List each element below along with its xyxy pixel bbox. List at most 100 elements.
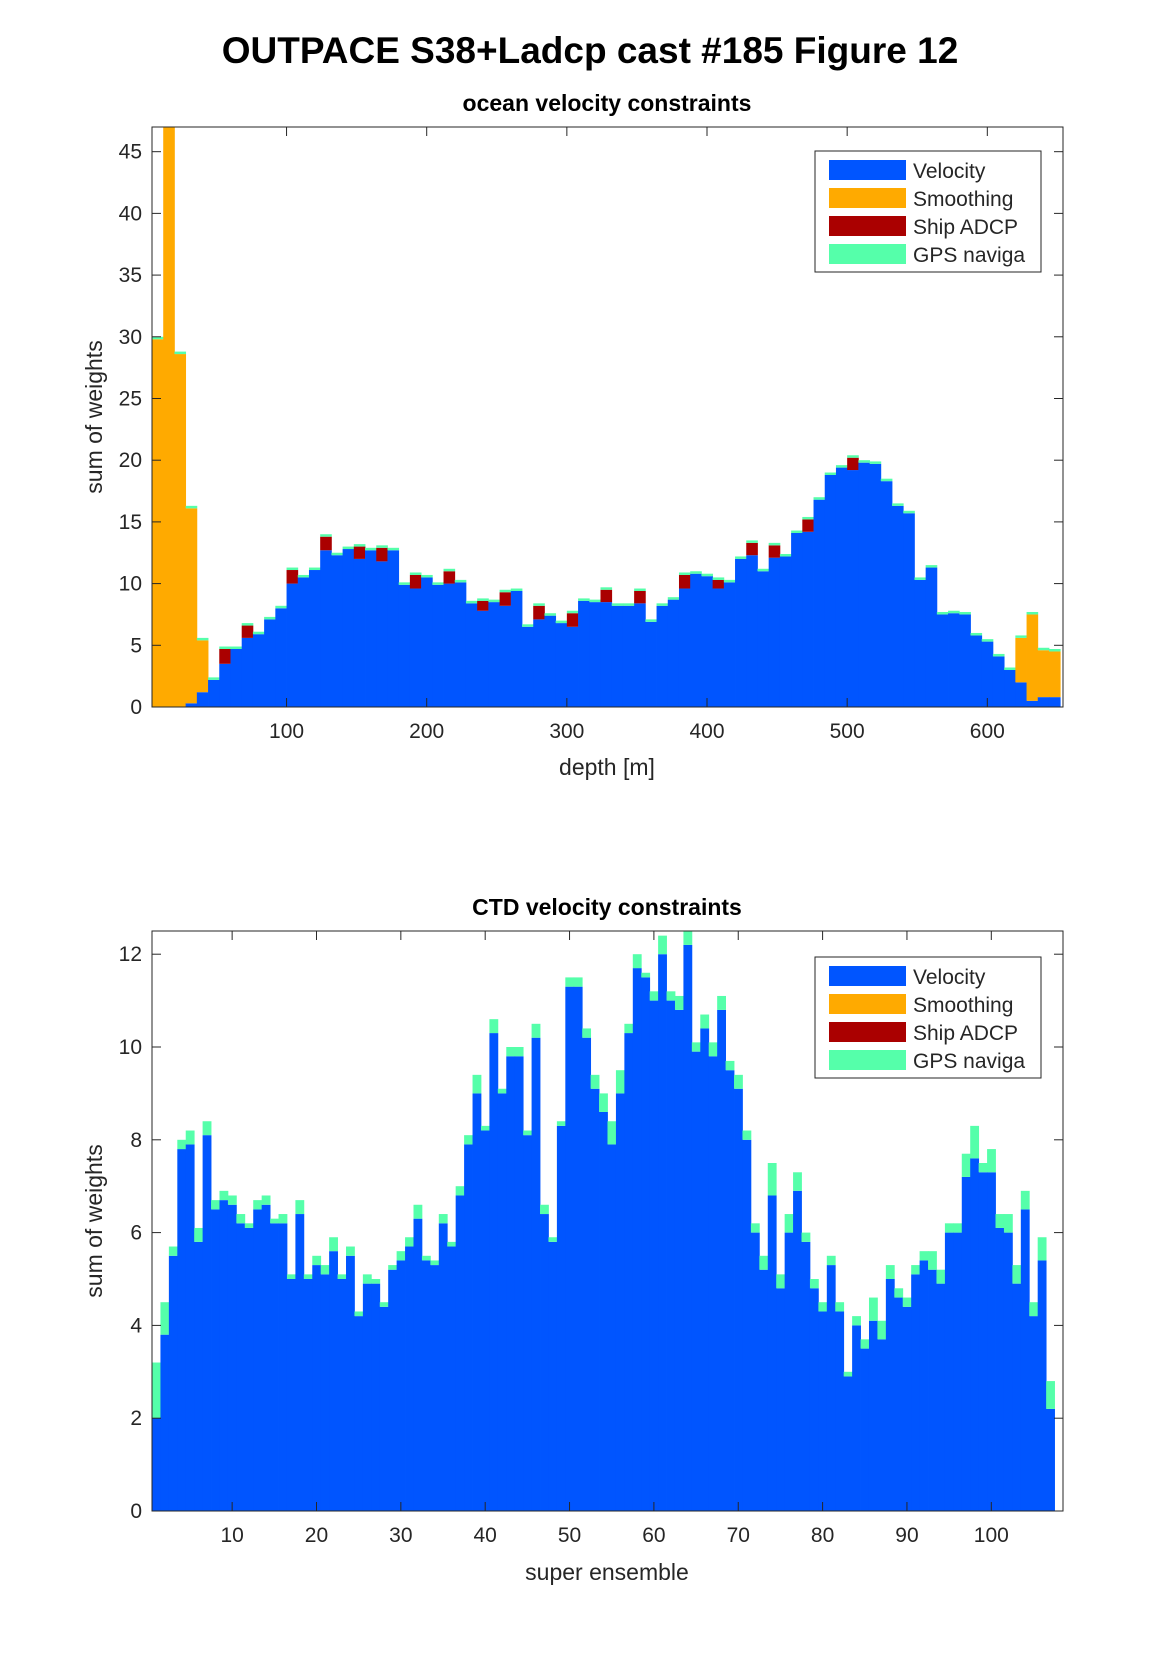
ctd-bar-velocity <box>261 1204 271 1511</box>
ocean-bar-gps <box>622 603 635 606</box>
ctd-bar-gps <box>185 1130 195 1145</box>
ocean-legend-label-ship-adcp: Ship ADCP <box>913 216 1018 239</box>
ctd-bar-gps <box>649 991 659 1001</box>
ocean-bar-gps <box>219 646 231 649</box>
ctd-bar-gps <box>261 1195 271 1205</box>
ocean-bar-velocity <box>409 588 422 707</box>
ocean-bar-velocity <box>1026 700 1039 707</box>
ocean-y-axis-label: sum of weights <box>81 340 107 493</box>
ctd-bar-velocity <box>1020 1209 1030 1511</box>
ctd-bar-gps <box>607 1121 617 1145</box>
ocean-bar-gps <box>869 461 882 464</box>
ctd-bar-gps <box>784 1214 794 1233</box>
ocean-bar-ship-adcp <box>286 570 299 584</box>
ctd-bar-velocity <box>953 1232 963 1511</box>
ctd-x-ticks: 10 20 30 40 50 60 70 80 90 100 <box>220 931 1009 1547</box>
ctd-x-tick-label: 60 <box>642 1524 665 1547</box>
ctd-bar-gps <box>708 1042 718 1057</box>
ctd-bar-gps <box>691 1042 701 1052</box>
ctd-bar-gps <box>936 1269 946 1284</box>
ocean-bar-velocity <box>1037 697 1050 707</box>
ctd-chart-title: CTD velocity constraints <box>472 894 742 920</box>
ocean-bar-velocity <box>757 571 770 707</box>
ctd-bar-velocity <box>405 1246 414 1511</box>
ocean-bar-ship-adcp <box>678 574 691 589</box>
ctd-bar-gps <box>717 995 726 1010</box>
ctd-bar-velocity <box>767 1195 777 1511</box>
ocean-bar-ship-adcp <box>320 536 332 551</box>
ocean-bar-ship-adcp <box>634 591 646 604</box>
ocean-bar-ship-adcp <box>376 547 388 562</box>
ocean-bar-velocity <box>522 626 534 707</box>
ctd-legend-swatch-velocity <box>829 966 906 986</box>
ocean-legend-label-velocity: Velocity <box>913 160 986 183</box>
ctd-bar-gps <box>809 1279 819 1289</box>
ctd-bar-velocity <box>371 1283 381 1511</box>
ocean-bar-gps <box>992 653 1005 657</box>
ocean-bar-velocity <box>948 613 960 707</box>
ctd-bar-velocity <box>615 1093 625 1511</box>
ctd-bar-gps <box>405 1237 414 1247</box>
ocean-bar-velocity <box>791 533 803 707</box>
ctd-bar-velocity <box>354 1316 364 1511</box>
ctd-bar-gps <box>590 1074 600 1089</box>
ocean-bar-gps <box>342 546 355 550</box>
ocean-bar-velocity <box>533 619 545 707</box>
ocean-bar-ship-adcp <box>443 571 456 584</box>
ctd-bar-gps <box>430 1260 440 1266</box>
ctd-x-tick-label: 100 <box>974 1524 1009 1547</box>
ocean-y-tick-label: 20 <box>119 449 142 472</box>
ocean-bar-velocity <box>477 610 489 707</box>
ctd-bar-gps <box>489 1019 499 1034</box>
ocean-bar-gps <box>230 646 243 649</box>
ocean-bar-ship-adcp <box>533 605 545 620</box>
ctd-bar-gps <box>843 1371 853 1377</box>
ctd-y-tick-label: 6 <box>130 1222 142 1245</box>
ctd-bar-gps <box>852 1316 861 1326</box>
ctd-bar-gps <box>480 1125 490 1131</box>
ctd-bar-gps <box>902 1297 912 1307</box>
ocean-legend-label-smoothing: Smoothing <box>913 188 1013 211</box>
ctd-bar-velocity <box>860 1348 870 1511</box>
ctd-bar-velocity <box>346 1255 355 1511</box>
ocean-bar-velocity <box>600 602 613 707</box>
ctd-bar-velocity <box>236 1223 246 1511</box>
ocean-bar-velocity <box>992 656 1005 707</box>
ctd-bar-velocity <box>185 1144 195 1511</box>
ctd-legend-swatch-smoothing <box>829 994 906 1014</box>
ctd-bar-gps <box>674 995 684 1010</box>
ocean-bar-gps <box>196 637 209 641</box>
ctd-bar-velocity <box>160 1334 170 1511</box>
ocean-bar-velocity <box>712 588 725 707</box>
ctd-bar-velocity <box>556 1125 566 1511</box>
ctd-bar-velocity <box>177 1149 187 1511</box>
ctd-bar-gps <box>160 1302 170 1335</box>
ocean-legend: Velocity Smoothing Ship ADCP GPS naviga <box>814 150 1042 273</box>
ocean-y-tick-label: 35 <box>119 264 142 287</box>
ctd-bar-velocity <box>523 1135 532 1511</box>
ocean-bars <box>152 127 1061 707</box>
ctd-x-tick-label: 90 <box>895 1524 918 1547</box>
ctd-bar-velocity <box>329 1251 338 1511</box>
ctd-bar-gps <box>624 1023 634 1034</box>
ctd-bar-velocity <box>843 1376 853 1511</box>
ctd-bar-velocity <box>489 1033 499 1511</box>
ctd-bar-gps <box>337 1274 347 1279</box>
ctd-bar-gps <box>278 1214 288 1224</box>
ctd-bar-gps <box>202 1121 212 1136</box>
ctd-legend: Velocity Smoothing Ship ADCP GPS naviga <box>814 956 1042 1079</box>
ocean-bar-gps <box>880 478 893 482</box>
ctd-bar-gps <box>320 1265 330 1275</box>
ocean-bar-ship-adcp <box>409 574 422 589</box>
ctd-bar-gps <box>244 1223 254 1228</box>
ocean-y-ticks: 0 5 10 15 20 25 30 35 40 45 <box>119 141 1063 719</box>
ctd-x-tick-label: 70 <box>727 1524 750 1547</box>
ocean-bar-gps <box>522 624 534 627</box>
ctd-bar-gps <box>506 1047 516 1057</box>
ctd-bar-gps <box>868 1297 878 1321</box>
ocean-bar-gps <box>667 597 680 600</box>
ctd-bar-velocity <box>396 1260 406 1511</box>
ocean-bar-ship-adcp <box>768 545 781 558</box>
ocean-bar-gps <box>152 336 164 340</box>
ctd-bar-velocity <box>961 1176 971 1511</box>
